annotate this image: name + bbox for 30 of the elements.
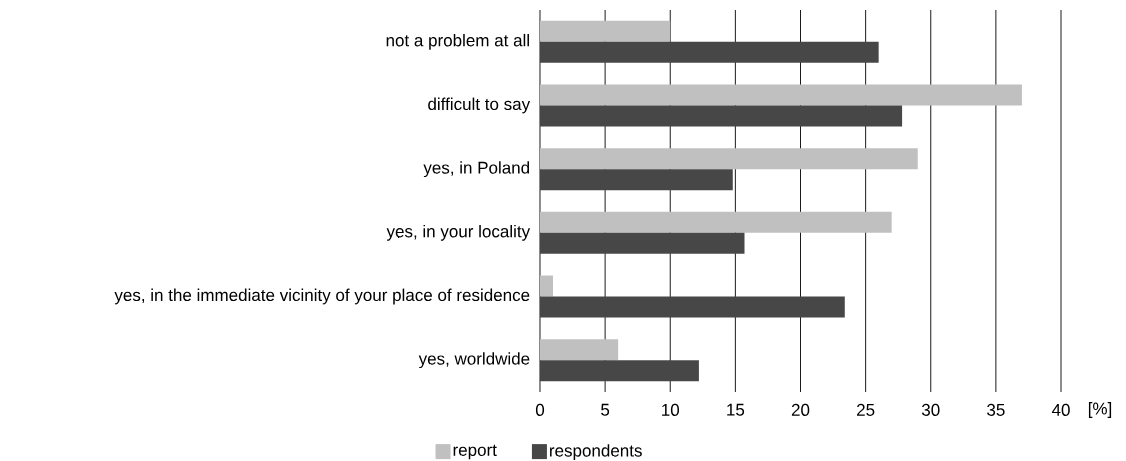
bar — [540, 296, 845, 318]
legend-label: report — [453, 444, 497, 460]
bar — [540, 41, 879, 63]
bar — [540, 105, 903, 127]
x-tick-label: 20 — [791, 403, 810, 416]
bar — [540, 211, 892, 233]
y-tick-label: difficult to say — [428, 97, 531, 114]
bar — [540, 360, 699, 382]
y-tick-label: yes, in Poland — [423, 161, 530, 178]
bar — [540, 232, 745, 254]
x-axis-title: [%] — [1088, 402, 1112, 418]
x-tick-label: 40 — [1051, 403, 1070, 416]
bar — [540, 20, 671, 42]
x-tick-label: 0 — [535, 403, 545, 416]
legend-label: respondents — [550, 444, 642, 461]
x-tick-label: 15 — [727, 403, 745, 416]
x-tick-label: 5 — [601, 403, 610, 416]
y-tick-label: not a problem at all — [386, 33, 529, 50]
x-tick-label: 10 — [662, 403, 680, 416]
bar — [540, 339, 619, 361]
y-tick-label: yes, worldwide — [418, 352, 530, 369]
bar — [540, 275, 554, 297]
bar — [540, 84, 1022, 106]
x-tick-label: 25 — [857, 403, 875, 416]
y-tick-label: yes, in your locality — [386, 224, 531, 241]
x-tick-label: 30 — [921, 403, 940, 416]
x-tick-label: 35 — [987, 403, 1005, 416]
y-tick-label: yes, in the immediate vicinity of your place of residence — [114, 288, 530, 305]
bar — [540, 148, 918, 170]
bar — [540, 169, 733, 191]
